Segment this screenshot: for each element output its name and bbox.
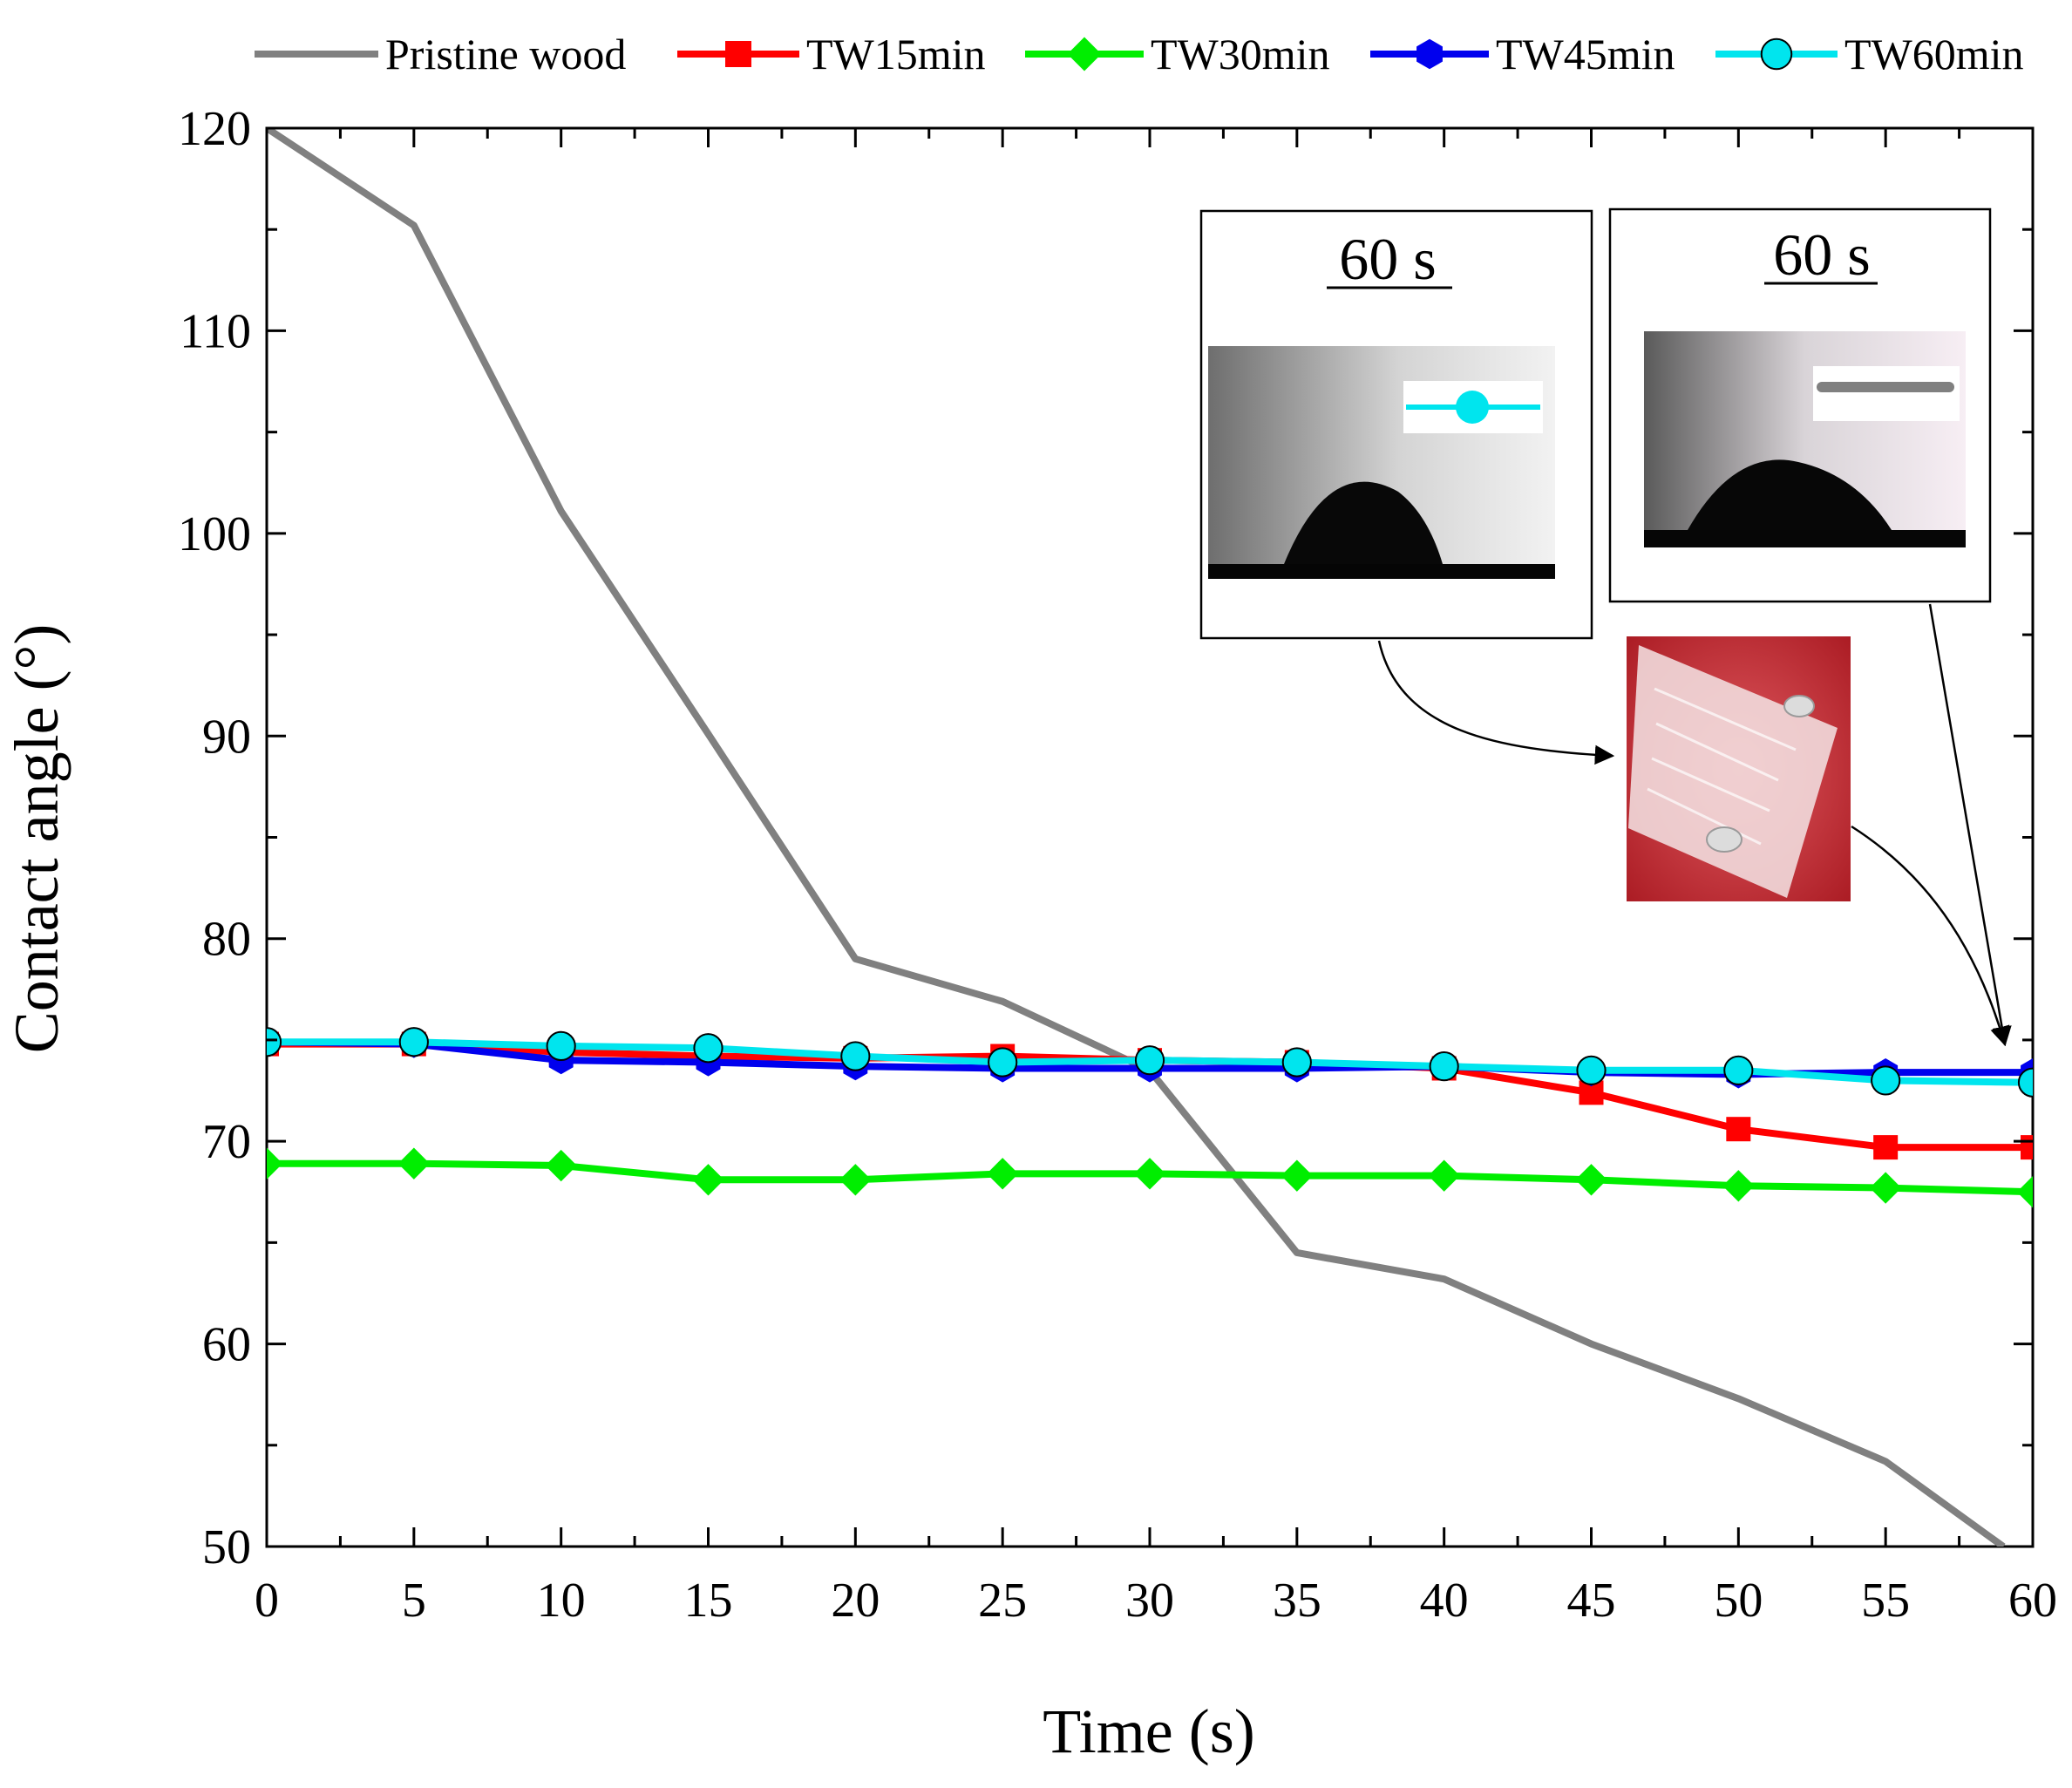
data-point-tw60min (1871, 1065, 1901, 1096)
series-layer (267, 128, 2033, 1547)
data-point-tw60min (988, 1047, 1018, 1078)
series-tw60min (267, 1027, 2033, 1098)
x-tick-label: 50 (1714, 1574, 1763, 1628)
legend-label: TW60min (1844, 30, 2024, 78)
legend-label: TW45min (1496, 30, 1675, 78)
data-point-tw30min (397, 1147, 431, 1180)
x-tick-label: 60 (2008, 1574, 2057, 1628)
data-point-tw60min (2017, 1067, 2033, 1098)
x-tick-label: 5 (402, 1574, 426, 1628)
y-tick-label: 110 (180, 304, 251, 358)
legend-item-tw60min: TW60min (1715, 30, 2024, 78)
inset-right-photo: 60 s (1608, 207, 1992, 603)
y-axis-title: Contact angle (°) (2, 624, 71, 1054)
droplet-right (1688, 459, 1892, 530)
data-point-tw60min (1134, 1045, 1165, 1076)
legend-item-pristine-wood: Pristine wood (255, 30, 626, 78)
data-point-tw30min (986, 1158, 1019, 1190)
x-tick-label: 0 (255, 1574, 279, 1628)
tick-layer: 0 5 10 15 20 25 30 35 40 45 50 55 60 50 60 70 80 90 100 110… (178, 102, 2057, 1628)
x-axis-title: Time (s) (1043, 1696, 1254, 1766)
legend-label: TW15min (806, 30, 986, 78)
legend-swatch-marker (1416, 38, 1443, 70)
data-point-tw30min (692, 1164, 724, 1196)
data-point-tw60min (1723, 1055, 1754, 1085)
x-tick-label: 25 (978, 1574, 1027, 1628)
arrow-to-sample (1377, 640, 1615, 765)
x-tick-label: 10 (537, 1574, 586, 1628)
legend-label: TW30min (1151, 30, 1330, 78)
legend-swatch-marker (1067, 37, 1102, 71)
data-point-tw60min (1429, 1051, 1459, 1082)
arrow-inset-to-curve (1928, 603, 2012, 1047)
data-point-tw60min (840, 1041, 871, 1071)
data-point-tw60min (398, 1027, 429, 1057)
data-point-tw30min (839, 1164, 872, 1196)
legend-item-tw30min: TW30min (1025, 30, 1330, 78)
x-tick-label: 40 (1420, 1574, 1469, 1628)
data-point-tw60min (1576, 1055, 1607, 1085)
wood-sample-photo (1627, 636, 1851, 901)
data-point-tw30min (1722, 1170, 1755, 1202)
legend-item-tw15min: TW15min (677, 30, 986, 78)
y-tick-label: 80 (202, 913, 251, 967)
x-tick-label: 15 (684, 1574, 733, 1628)
series-tw30min (267, 1147, 2033, 1208)
arrow-sample-to-curve (1851, 825, 2010, 1047)
x-tick-label: 45 (1567, 1574, 1616, 1628)
legend-swatch-marker (725, 41, 751, 67)
data-point-tw60min (1281, 1047, 1312, 1078)
y-tick-label: 100 (178, 507, 251, 561)
data-point-tw15min (2021, 1135, 2033, 1160)
y-tick-label: 120 (178, 102, 251, 156)
x-tick-label: 30 (1125, 1574, 1174, 1628)
legend-item-tw45min: TW45min (1370, 30, 1675, 78)
data-point-tw15min (1873, 1135, 1899, 1160)
x-tick-label: 35 (1273, 1574, 1321, 1628)
data-point-tw60min (546, 1030, 576, 1062)
data-point-tw60min (693, 1033, 724, 1064)
data-point-tw30min (2016, 1176, 2033, 1208)
data-point-tw30min (1281, 1159, 1314, 1192)
data-point-tw30min (1133, 1158, 1166, 1190)
y-tick-label: 70 (202, 1115, 251, 1169)
inset-right-title: 60 s (1773, 221, 1870, 288)
x-tick-label: 20 (831, 1574, 880, 1628)
data-point-tw30min (1428, 1159, 1460, 1192)
x-tick-label: 55 (1861, 1574, 1910, 1628)
inset-left-photo: 60 s (1199, 209, 1593, 640)
data-point-tw60min (267, 1027, 282, 1057)
data-point-tw30min (267, 1147, 283, 1180)
data-point-tw30min (1575, 1164, 1607, 1196)
inset-left-title: 60 s (1339, 226, 1436, 292)
y-tick-label: 90 (202, 710, 251, 764)
legend-swatch-marker (1760, 37, 1793, 71)
y-tick-label: 50 (202, 1520, 251, 1574)
data-point-tw30min (1869, 1172, 1902, 1204)
y-tick-label: 60 (202, 1318, 251, 1372)
data-point-tw15min (1726, 1117, 1751, 1142)
legend: Pristine wood TW15min TW30min TW45min TW60mi… (255, 30, 2024, 78)
legend-label: Pristine wood (385, 30, 626, 78)
droplet-left (1284, 481, 1443, 564)
data-point-tw30min (545, 1149, 577, 1182)
